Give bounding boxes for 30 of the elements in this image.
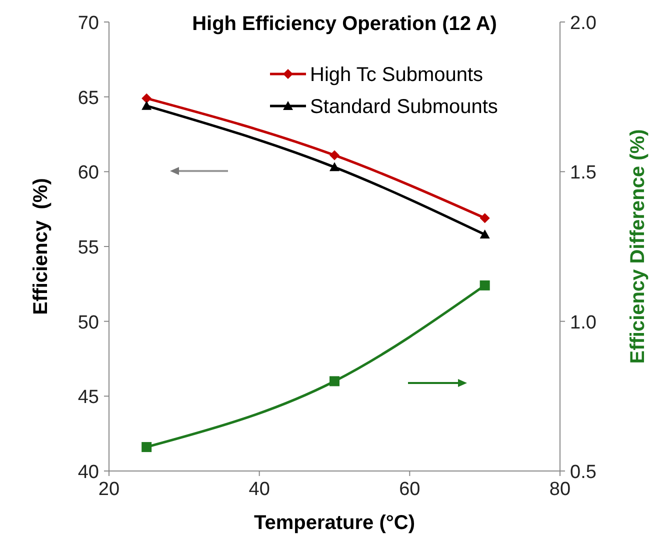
y-tick-label: 40 bbox=[78, 462, 99, 483]
legend-label: Standard Submounts bbox=[310, 96, 498, 118]
y2-tick-label: 2.0 bbox=[570, 13, 596, 34]
point bbox=[480, 213, 490, 224]
point bbox=[330, 162, 340, 172]
y-tick-label: 65 bbox=[78, 88, 99, 109]
x-tick-label: 20 bbox=[98, 479, 120, 500]
point bbox=[330, 150, 340, 160]
point bbox=[142, 93, 152, 104]
point bbox=[142, 100, 152, 110]
y-tick-label: 70 bbox=[78, 13, 99, 34]
y-tick-label: 55 bbox=[78, 238, 99, 258]
x-tick-label: 60 bbox=[399, 479, 420, 500]
x-axis-title: Temperature (°C) bbox=[254, 512, 415, 534]
point bbox=[142, 442, 152, 452]
x-tick-label: 80 bbox=[549, 479, 571, 500]
y-tick-label: 45 bbox=[78, 387, 99, 408]
point bbox=[480, 280, 490, 290]
chart-title: High Efficiency Operation (12 A) bbox=[192, 13, 497, 35]
legend-label: High Tc Submounts bbox=[310, 64, 484, 86]
y2-tick-label: 1.0 bbox=[570, 312, 596, 334]
y-tick-label: 50 bbox=[78, 312, 99, 334]
y2-axis-title: Efficiency Difference (%) bbox=[627, 129, 649, 364]
y-axis-title: Efficiency (%) bbox=[30, 178, 52, 315]
point bbox=[330, 376, 340, 386]
y2-tick-label: 0.5 bbox=[570, 462, 596, 483]
y-tick-label: 60 bbox=[78, 162, 99, 184]
x-tick-label: 40 bbox=[248, 479, 270, 500]
point bbox=[480, 230, 490, 239]
y2-tick-label: 1.5 bbox=[570, 162, 596, 184]
